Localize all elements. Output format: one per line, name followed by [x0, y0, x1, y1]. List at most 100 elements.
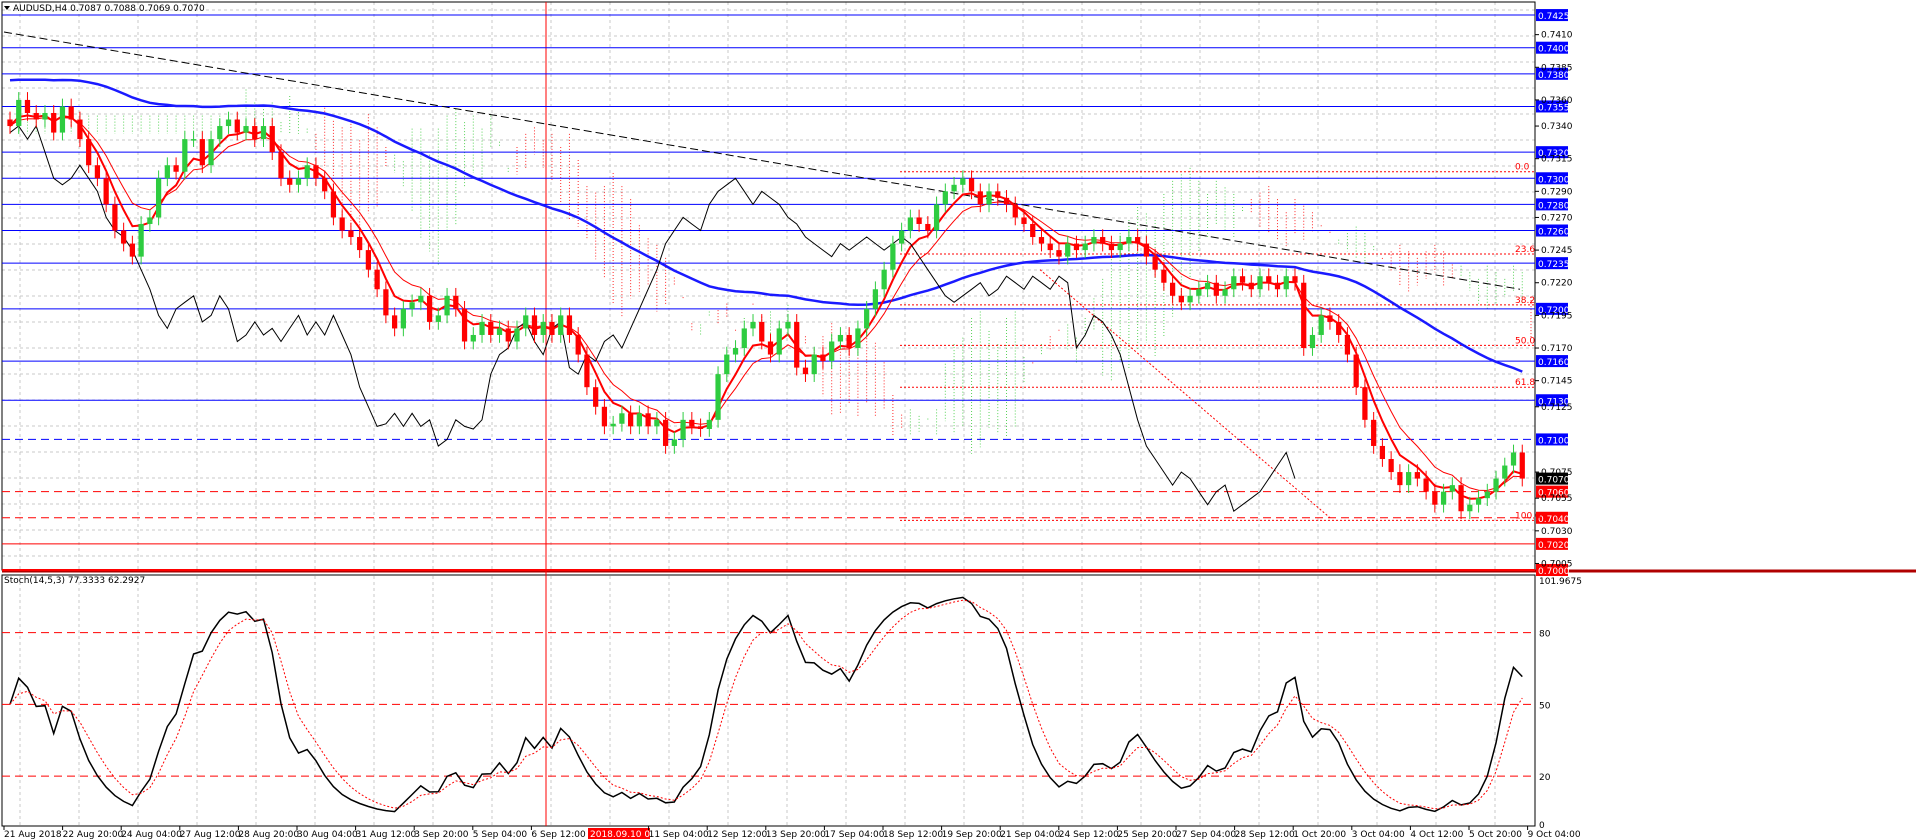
candle-body[interactable]: [391, 315, 398, 329]
candle-body[interactable]: [654, 419, 660, 427]
candle-body[interactable]: [1248, 282, 1254, 290]
candle-body[interactable]: [671, 439, 677, 446]
candle-body[interactable]: [829, 341, 835, 362]
candle-body[interactable]: [968, 178, 975, 192]
candle-body[interactable]: [182, 139, 188, 172]
candle-body[interactable]: [252, 126, 258, 140]
candle-body[interactable]: [16, 99, 22, 127]
candle-body[interactable]: [750, 321, 756, 329]
candle-body[interactable]: [365, 250, 372, 270]
candle-body[interactable]: [566, 315, 573, 335]
candle-body[interactable]: [785, 321, 791, 329]
candle-body[interactable]: [1012, 204, 1018, 218]
candle-body[interactable]: [59, 106, 66, 133]
candle-body[interactable]: [610, 423, 616, 427]
candle-body[interactable]: [802, 367, 809, 375]
candle-body[interactable]: [1108, 243, 1115, 251]
candle-body[interactable]: [234, 119, 240, 133]
candle-body[interactable]: [645, 413, 651, 427]
candle-body[interactable]: [330, 191, 337, 218]
candle-body[interactable]: [86, 139, 92, 166]
candle-body[interactable]: [243, 126, 249, 133]
candle-body[interactable]: [77, 119, 83, 140]
candle-body[interactable]: [1405, 472, 1412, 486]
candle-body[interactable]: [1353, 354, 1359, 388]
candle-body[interactable]: [1213, 282, 1219, 296]
candle-body[interactable]: [418, 295, 424, 303]
candle-body[interactable]: [1379, 445, 1386, 460]
candle-body[interactable]: [339, 217, 345, 231]
candle-body[interactable]: [977, 191, 983, 205]
candle-body[interactable]: [435, 315, 441, 322]
candle-body[interactable]: [697, 426, 704, 429]
candle-body[interactable]: [811, 354, 817, 375]
candle-body[interactable]: [94, 165, 101, 179]
candle-body[interactable]: [776, 328, 782, 355]
candle-body[interactable]: [1152, 256, 1158, 270]
candle-body[interactable]: [890, 243, 896, 270]
candle-body[interactable]: [1196, 289, 1202, 296]
candle-body[interactable]: [1309, 334, 1316, 349]
candle-body[interactable]: [1169, 282, 1176, 296]
candle-body[interactable]: [1204, 282, 1211, 290]
candle-body[interactable]: [217, 126, 223, 140]
candle-body[interactable]: [1126, 237, 1132, 244]
dropdown-arrow-icon[interactable]: [4, 6, 10, 10]
candle-body[interactable]: [164, 165, 170, 179]
candle-body[interactable]: [1414, 472, 1420, 479]
candle-body[interactable]: [121, 230, 127, 244]
candle-body[interactable]: [42, 112, 48, 120]
candle-body[interactable]: [864, 308, 870, 329]
candle-body[interactable]: [1135, 237, 1141, 244]
candle-body[interactable]: [190, 139, 197, 141]
candle-body[interactable]: [426, 295, 433, 322]
candle-body[interactable]: [628, 413, 634, 427]
candle-body[interactable]: [322, 178, 328, 192]
candle-body[interactable]: [872, 289, 879, 309]
candle-body[interactable]: [1318, 315, 1324, 335]
candle-body[interactable]: [1231, 276, 1237, 290]
candle-body[interactable]: [173, 165, 179, 172]
candle-body[interactable]: [453, 295, 459, 309]
candle-body[interactable]: [1397, 472, 1403, 486]
candle-body[interactable]: [1030, 223, 1036, 238]
candle-body[interactable]: [1187, 295, 1193, 303]
candle-body[interactable]: [1239, 276, 1246, 283]
candle-body[interactable]: [759, 321, 765, 342]
candle-body[interactable]: [942, 191, 948, 205]
candle-body[interactable]: [1222, 289, 1228, 296]
candle-body[interactable]: [1449, 485, 1455, 492]
candle-body[interactable]: [357, 237, 363, 251]
candle-body[interactable]: [208, 139, 214, 166]
candle-body[interactable]: [662, 419, 669, 446]
candle-body[interactable]: [575, 334, 581, 355]
candle-body[interactable]: [794, 321, 800, 368]
candle-body[interactable]: [295, 178, 302, 185]
candle-body[interactable]: [741, 328, 747, 349]
candle-body[interactable]: [724, 354, 730, 375]
candle-body[interactable]: [400, 308, 406, 329]
candle-body[interactable]: [1301, 282, 1307, 349]
candle-body[interactable]: [732, 348, 739, 355]
candle-body[interactable]: [1327, 315, 1333, 322]
candle-body[interactable]: [619, 413, 625, 424]
candle-body[interactable]: [444, 295, 450, 316]
candle-body[interactable]: [1502, 465, 1508, 479]
candle-body[interactable]: [925, 223, 931, 231]
candle-body[interactable]: [1475, 498, 1482, 505]
candle-body[interactable]: [269, 126, 275, 153]
candle-body[interactable]: [584, 354, 590, 388]
candle-body[interactable]: [1065, 243, 1071, 257]
candle-body[interactable]: [680, 419, 686, 440]
candle-body[interactable]: [837, 334, 844, 342]
candle-body[interactable]: [1082, 243, 1088, 251]
candle-body[interactable]: [278, 152, 284, 179]
candle-body[interactable]: [287, 178, 293, 185]
candle-body[interactable]: [225, 119, 232, 127]
candle-body[interactable]: [1283, 276, 1289, 290]
candle-body[interactable]: [1344, 334, 1351, 355]
candle-body[interactable]: [348, 230, 354, 238]
candle-body[interactable]: [374, 269, 380, 290]
candle-body[interactable]: [1519, 452, 1525, 479]
